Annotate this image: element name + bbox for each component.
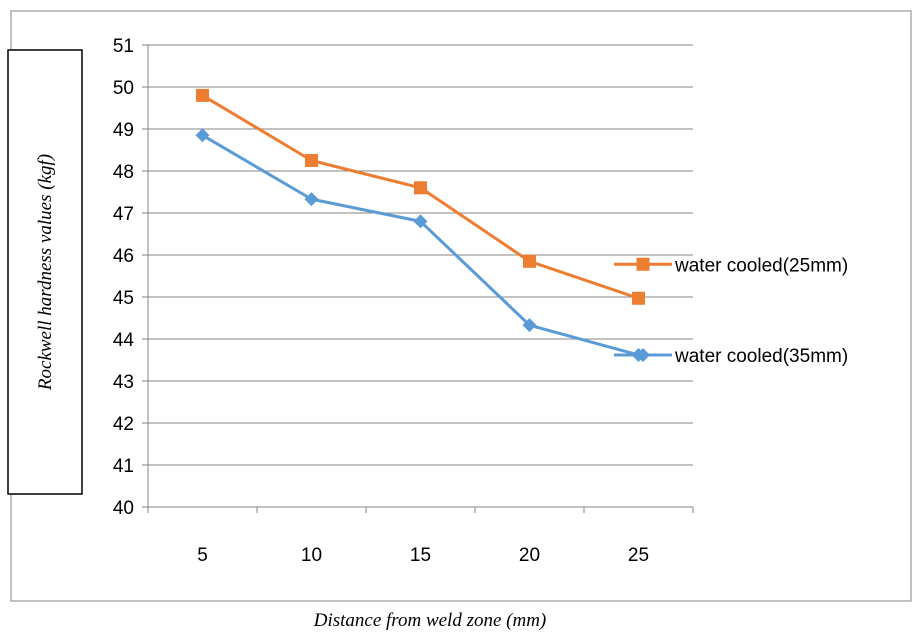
y-tick-labels: 40 41 42 43 44 45 46 47 48 49 50 51 <box>113 36 135 519</box>
x-tick-label: 25 <box>628 545 649 566</box>
gridlines <box>148 44 693 466</box>
y-tick-label: 48 <box>113 162 134 183</box>
legend-marker <box>636 257 650 271</box>
y-tick-label: 49 <box>113 120 134 141</box>
data-point <box>195 128 210 143</box>
y-tick-label: 41 <box>113 456 134 477</box>
data-point <box>414 181 427 195</box>
series-group <box>195 88 646 362</box>
y-tick-label: 43 <box>113 372 134 393</box>
y-axis-title: Rockwell hardness values (kgf) <box>35 154 56 391</box>
legend-marker <box>636 347 650 362</box>
legend-label: water cooled(25mm) <box>674 255 848 276</box>
data-point <box>196 88 209 102</box>
y-tick-label: 46 <box>113 246 134 267</box>
chart-area-border <box>10 10 912 602</box>
y-axis-title-box <box>7 49 83 495</box>
y-tick-label: 47 <box>113 204 134 225</box>
y-tick-label: 51 <box>113 36 134 57</box>
y-tick-label: 44 <box>113 330 135 351</box>
data-point <box>523 254 536 268</box>
legend-label: water cooled(35mm) <box>674 346 848 367</box>
y-tick-label: 42 <box>113 414 134 435</box>
x-tick-label: 10 <box>301 545 322 566</box>
y-tick-label: 40 <box>113 498 134 519</box>
data-point <box>304 192 319 207</box>
data-point <box>632 291 645 305</box>
x-tick-label: 5 <box>197 545 208 566</box>
x-tick-labels: 5 10 15 20 25 <box>197 545 649 566</box>
x-tick-label: 15 <box>410 545 431 566</box>
data-point <box>522 318 537 333</box>
y-tick-label: 45 <box>113 288 134 309</box>
x-tick-label: 20 <box>519 545 540 566</box>
x-axis-title: Distance from weld zone (mm) <box>313 610 547 631</box>
data-point <box>413 214 428 229</box>
legend: water cooled(25mm) water cooled(35mm) <box>614 255 848 367</box>
data-point <box>305 154 318 167</box>
axes <box>142 44 694 513</box>
y-tick-label: 50 <box>113 78 134 99</box>
